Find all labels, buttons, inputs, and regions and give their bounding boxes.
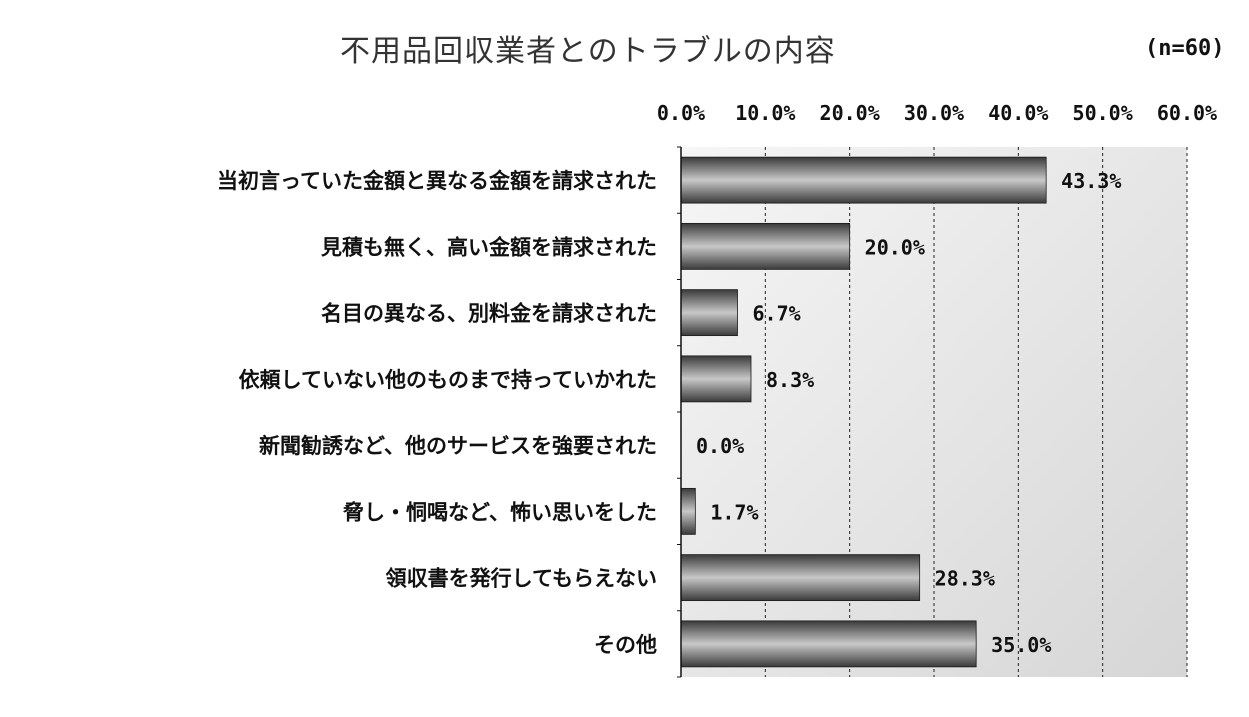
sample-size-note: (n=60) bbox=[1145, 36, 1225, 61]
category-label: 依頼していない他のものまで持っていかれた bbox=[239, 368, 657, 392]
x-tick-label: 30.0% bbox=[904, 101, 964, 125]
bar bbox=[680, 554, 921, 602]
category-label: 当初言っていた金額と異なる金額を請求された bbox=[217, 169, 657, 193]
x-tick-label: 20.0% bbox=[820, 101, 880, 125]
bar bbox=[680, 620, 977, 668]
category-label: 新聞勧誘など、他のサービスを強要された bbox=[259, 434, 657, 458]
category-label: 見積も無く、高い金額を請求された bbox=[321, 235, 657, 259]
data-label: 6.7% bbox=[753, 302, 801, 326]
category-label: 名目の異なる、別料金を請求された bbox=[321, 302, 657, 326]
bar bbox=[680, 355, 752, 403]
bar bbox=[680, 289, 738, 337]
category-label: その他 bbox=[594, 633, 657, 657]
bar bbox=[680, 156, 1047, 204]
x-tick-label: 50.0% bbox=[1073, 101, 1133, 125]
data-label: 8.3% bbox=[766, 368, 814, 392]
x-tick-label: 60.0% bbox=[1157, 101, 1217, 125]
category-label: 脅し・恫喝など、怖い思いをした bbox=[342, 500, 657, 524]
data-label: 1.7% bbox=[710, 500, 758, 524]
x-tick-label: 40.0% bbox=[988, 101, 1048, 125]
data-label: 0.0% bbox=[696, 434, 744, 458]
bar bbox=[680, 487, 696, 535]
x-tick-label: 10.0% bbox=[735, 101, 795, 125]
data-label: 43.3% bbox=[1061, 169, 1121, 193]
data-label: 28.3% bbox=[935, 567, 995, 591]
data-label: 35.0% bbox=[991, 633, 1051, 657]
data-label: 20.0% bbox=[865, 235, 925, 259]
category-label: 領収書を発行してもらえない bbox=[386, 567, 657, 591]
bar bbox=[680, 222, 851, 270]
chart-title: 不用品回収業者とのトラブルの内容 bbox=[340, 34, 836, 69]
x-tick-label: 0.0% bbox=[657, 101, 705, 125]
